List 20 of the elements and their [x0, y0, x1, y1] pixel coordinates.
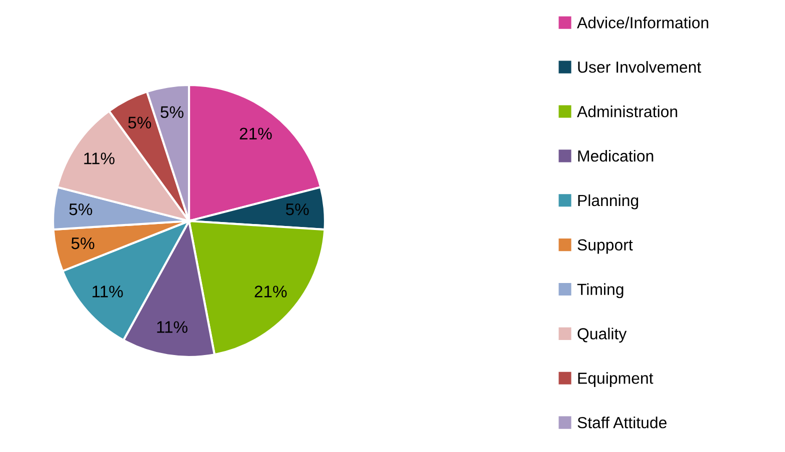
data-label: 21%	[240, 128, 272, 140]
data-label: 5%	[128, 116, 152, 129]
data-label: 11%	[157, 321, 188, 333]
data-label: 11%	[84, 152, 114, 164]
legend-label: Timing	[577, 283, 624, 298]
legend-label: Staff Attitude	[578, 416, 667, 428]
data-label: 5%	[286, 204, 309, 216]
data-label: 11%	[92, 286, 123, 298]
data-label: 21%	[254, 286, 287, 298]
legend-label: Support	[578, 239, 633, 254]
legend-label: Medication	[578, 150, 654, 162]
legend-label: Equipment	[578, 372, 654, 388]
legend-label: Planning	[578, 194, 638, 210]
legend-label: Administration	[576, 106, 678, 118]
data-label: 5%	[160, 106, 184, 118]
legend-label: Advice/Information	[576, 16, 708, 28]
legend-label: User Involvement	[578, 61, 702, 73]
legend-label: Quality	[578, 328, 627, 343]
data-label: 5%	[69, 204, 92, 216]
data-label: 5%	[71, 237, 94, 250]
